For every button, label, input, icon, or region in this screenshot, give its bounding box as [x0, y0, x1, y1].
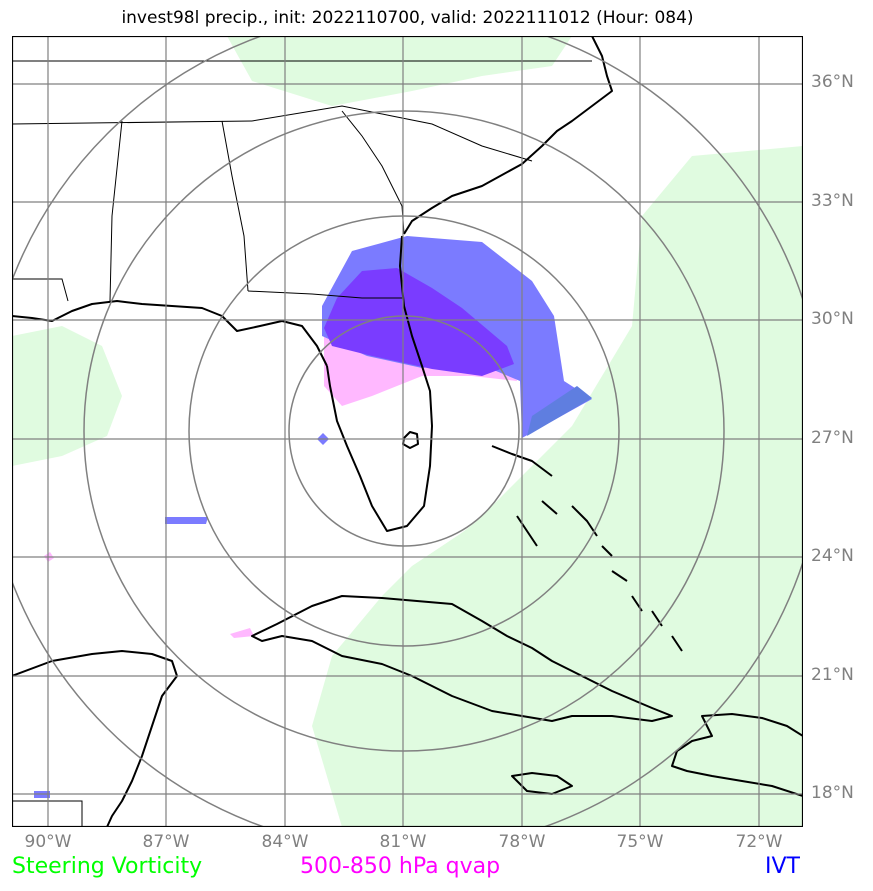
gulf-coast: [12, 300, 328, 367]
lon-label-87: 87°W: [142, 832, 190, 852]
map-title: invest98l precip., init: 2022110700, val…: [121, 8, 694, 28]
gridlines: [12, 36, 803, 827]
lake-okeechobee: [402, 431, 419, 449]
us-east-coast: [403, 36, 613, 235]
legend-qvap: 500-850 hPa qvap: [300, 854, 501, 879]
vorticity-notch: [367, 486, 522, 646]
lon-label-78: 78°W: [498, 832, 546, 852]
range-rings: [12, 36, 803, 827]
ivt-layer: [34, 236, 592, 798]
lon-label-75: 75°W: [616, 832, 664, 852]
lat-label-33: 33°N: [811, 191, 854, 211]
qvap-spot-1: [230, 628, 254, 638]
vorticity-region-north: [227, 36, 572, 106]
map-canvas: [12, 36, 803, 827]
lat-label-30: 30°N: [811, 309, 854, 329]
lon-label-81: 81°W: [379, 832, 427, 852]
ivt-spot-gulf: [165, 517, 208, 524]
ivt-overlap-region: [324, 268, 514, 376]
lat-label-27: 27°N: [811, 428, 854, 448]
florida-peninsula: [326, 235, 433, 532]
hispaniola-coastline: [671, 713, 803, 797]
jamaica-coastline: [511, 772, 573, 795]
guatemala-belize-border: [12, 800, 83, 827]
vorticity-region-west: [12, 326, 122, 466]
al-ms-border: [109, 120, 123, 302]
legend-ivt: IVT: [765, 854, 800, 879]
lat-label-24: 24°N: [811, 546, 854, 566]
lat-label-21: 21°N: [811, 665, 854, 685]
range-ring-3: [83, 110, 725, 752]
lat-label-18: 18°N: [811, 783, 854, 803]
ms-la-border: [12, 278, 69, 302]
map-border: [12, 36, 803, 827]
tn-border: [12, 120, 253, 125]
borders-layer: [12, 60, 592, 827]
yucatan-coastline: [12, 650, 178, 827]
legend-steering-vorticity: Steering Vorticity: [12, 854, 203, 879]
range-ring-2: [188, 215, 620, 647]
ivt-edge: [527, 386, 592, 436]
lon-label-84: 84°W: [261, 832, 309, 852]
map-panel: [12, 36, 803, 827]
lon-label-90: 90°W: [24, 832, 72, 852]
range-ring-1: [288, 315, 520, 547]
cuba-coastline: [251, 595, 673, 722]
lat-label-36: 36°N: [811, 72, 854, 92]
lon-label-72: 72°W: [735, 832, 783, 852]
fl-ga-border: [247, 290, 404, 299]
vorticity-region-east: [312, 146, 803, 827]
nc-sc-border: [251, 105, 533, 162]
steering-vorticity-layer: [12, 36, 803, 827]
ga-al-border: [221, 120, 249, 292]
